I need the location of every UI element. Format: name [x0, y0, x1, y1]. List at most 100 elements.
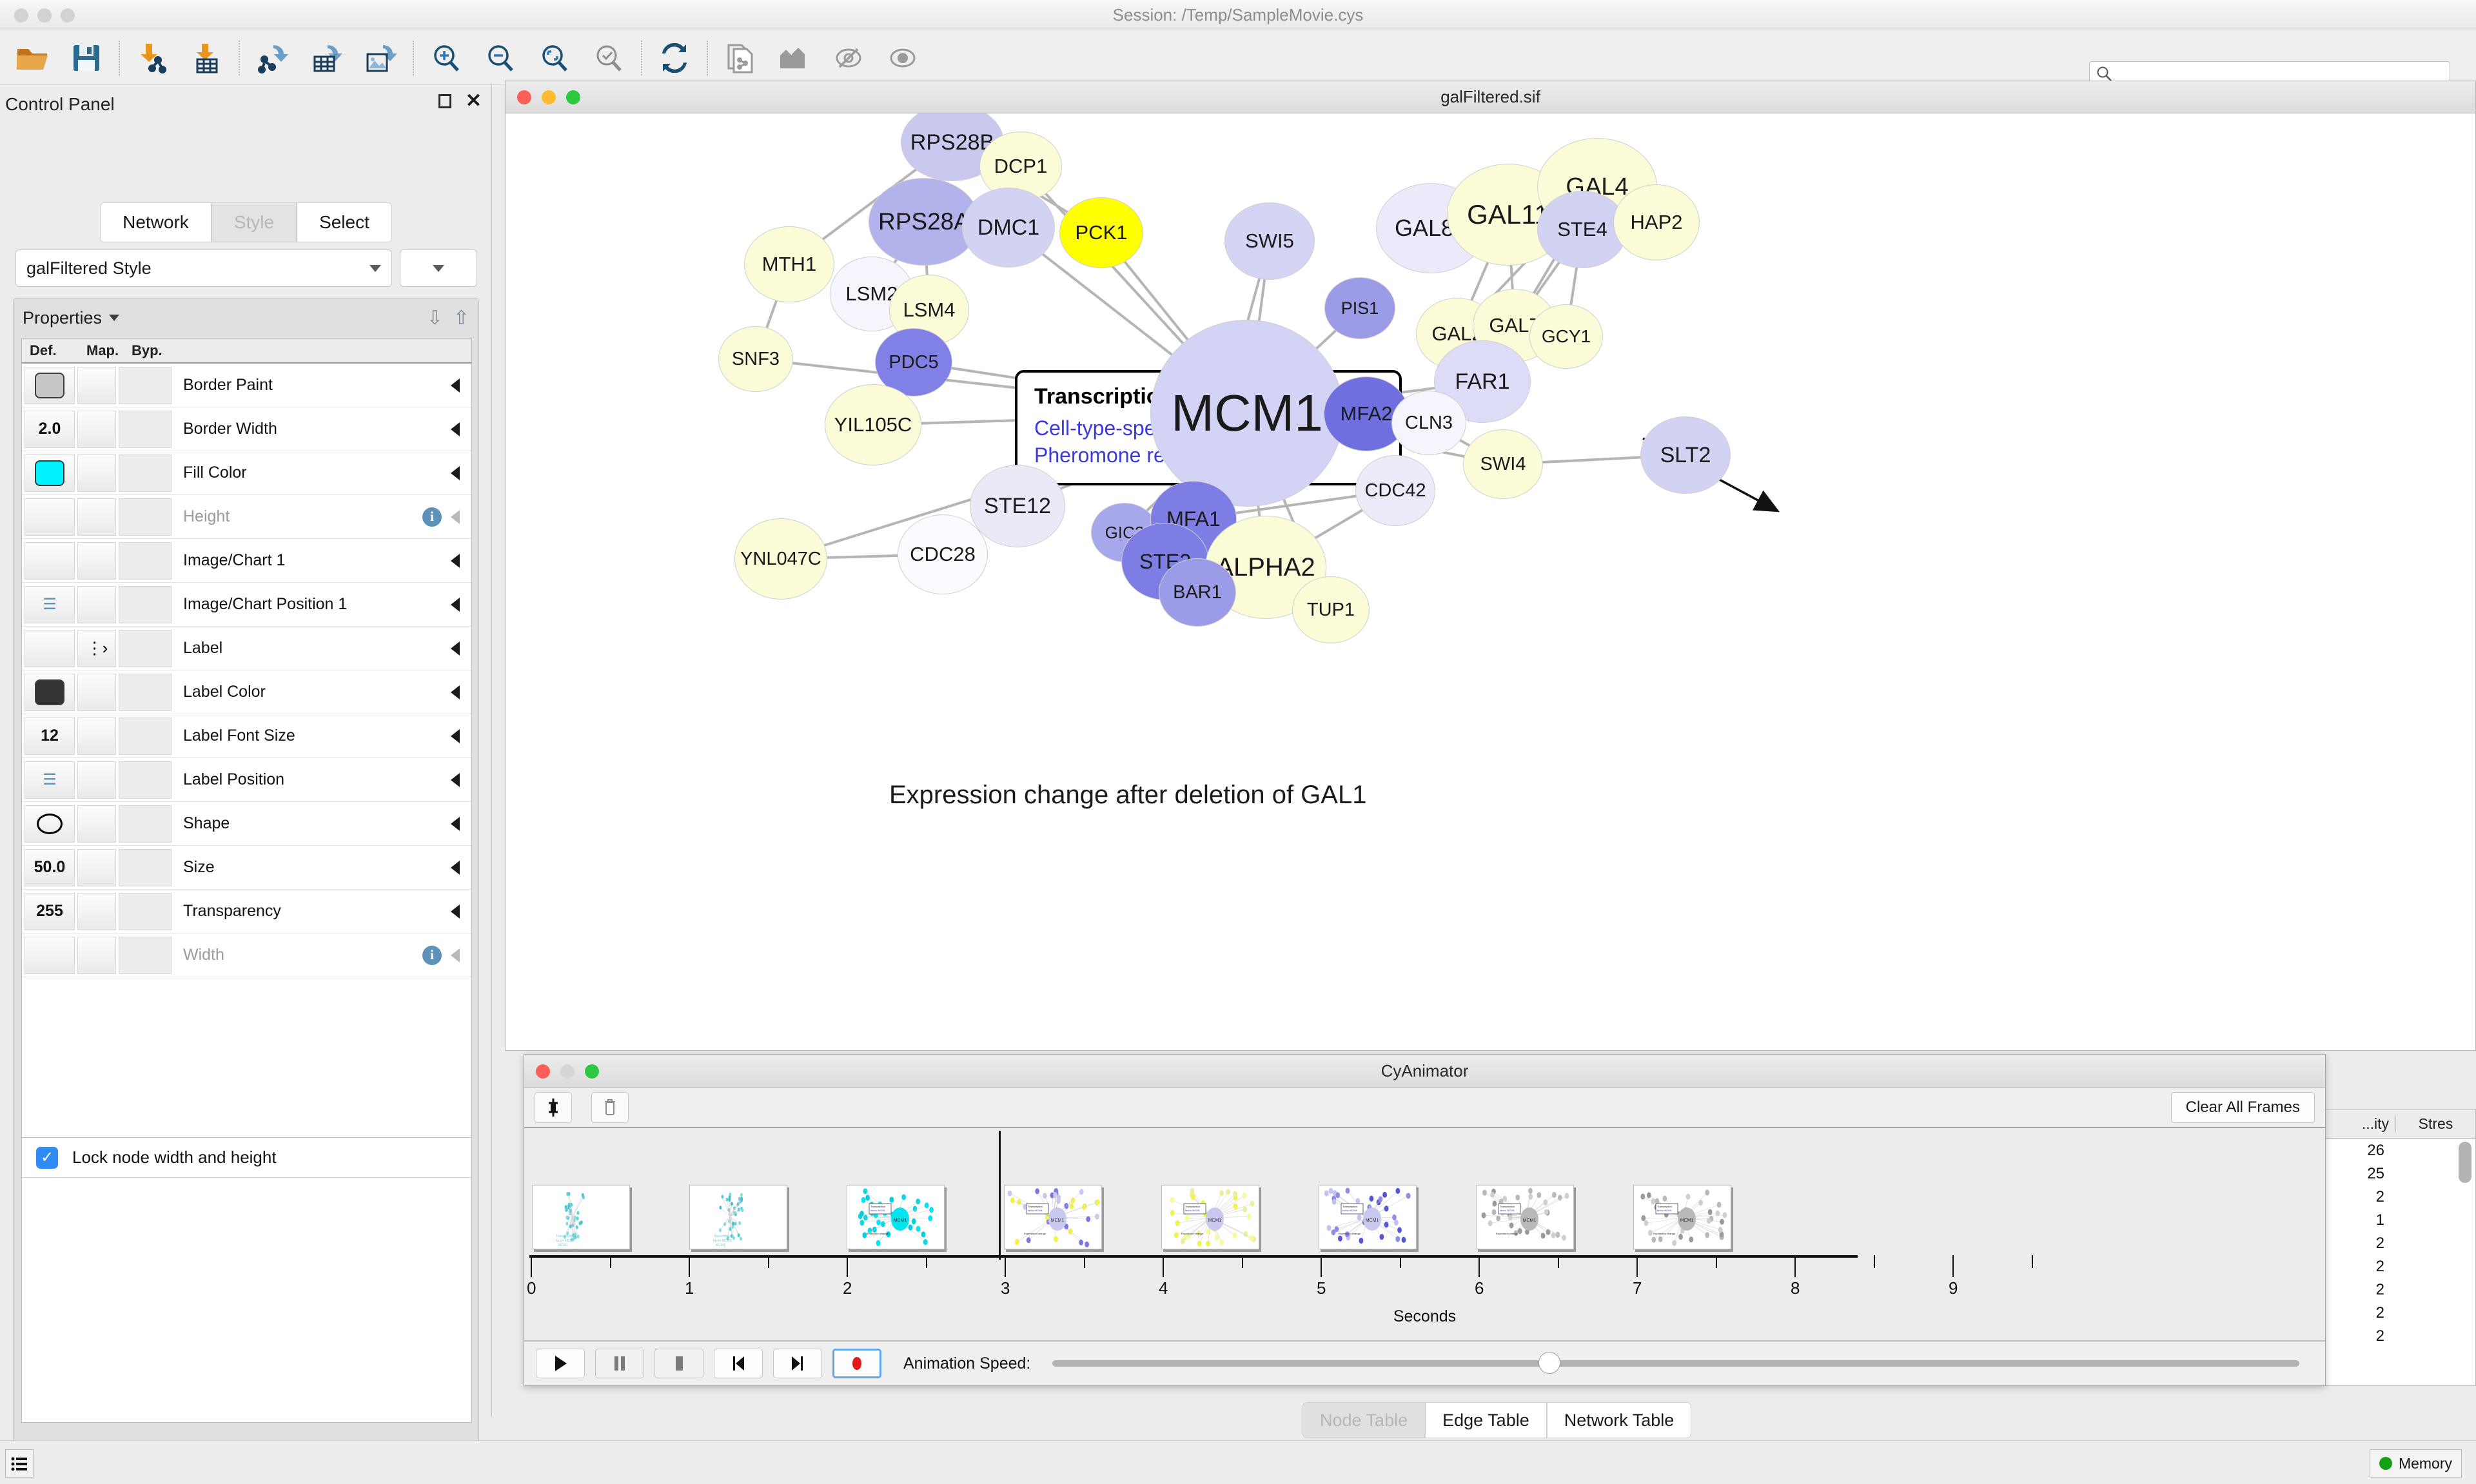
zoom-fit-icon[interactable] [527, 30, 582, 85]
show-all-icon[interactable] [876, 30, 930, 85]
network-node[interactable]: PCK1 [1059, 197, 1143, 268]
property-default-cell[interactable]: 12 [25, 717, 75, 755]
expand-property-arrow[interactable] [451, 465, 460, 480]
property-mapping-cell[interactable] [77, 498, 116, 536]
property-mapping-cell[interactable] [77, 585, 116, 623]
export-image-icon[interactable] [353, 30, 408, 85]
expand-property-arrow[interactable] [451, 948, 460, 962]
tab-select[interactable]: Select [297, 202, 392, 242]
expand-property-arrow[interactable] [451, 553, 460, 568]
tab-node-table[interactable]: Node Table [1302, 1402, 1426, 1438]
network-node[interactable]: DMC1 [962, 188, 1055, 268]
zoom-check-icon[interactable] [582, 30, 636, 85]
window-traffic-lights[interactable] [14, 8, 75, 23]
animation-speed-slider[interactable] [1052, 1352, 2299, 1374]
property-default-cell[interactable] [25, 805, 75, 843]
cyanimator-maximize-button[interactable] [585, 1064, 599, 1079]
property-mapping-cell[interactable] [77, 366, 116, 404]
property-bypass-cell[interactable] [119, 454, 172, 492]
tab-network[interactable]: Network [100, 202, 211, 242]
expand-property-arrow[interactable] [451, 904, 460, 919]
zoom-out-icon[interactable] [473, 30, 527, 85]
network-node[interactable]: SWI5 [1224, 202, 1315, 280]
property-bypass-cell[interactable] [119, 892, 172, 930]
timeline-frame[interactable]: Transcription factor MCM1 MCM1 [532, 1185, 630, 1249]
table-row[interactable]: 2 [2325, 1255, 2475, 1278]
expand-property-arrow[interactable] [451, 378, 460, 393]
table-row[interactable]: 2 [2325, 1302, 2475, 1325]
expand-property-arrow[interactable] [451, 509, 460, 524]
property-default-cell[interactable]: 2.0 [25, 410, 75, 448]
expand-all-icon[interactable]: ⇩ [426, 307, 443, 329]
property-default-cell[interactable]: ☰ [25, 585, 75, 623]
new-network-icon[interactable] [713, 30, 767, 85]
expand-property-arrow[interactable] [451, 685, 460, 699]
property-bypass-cell[interactable] [119, 936, 172, 974]
node-table-peek[interactable]: ...ity Stres 26 25 2 1 2 2 2 2 2 [2324, 1109, 2476, 1386]
play-button[interactable] [536, 1349, 585, 1378]
style-select[interactable]: galFiltered Style [15, 249, 392, 287]
property-row[interactable]: 2.0 Border Width [22, 407, 471, 451]
import-table-icon[interactable] [179, 30, 233, 85]
network-node[interactable]: PIS1 [1324, 277, 1395, 339]
collapse-all-icon[interactable]: ⇧ [453, 307, 469, 329]
property-mapping-cell[interactable] [77, 410, 116, 448]
network-canvas[interactable]: RPS28B DCP1 RPS28A DMC1 PCK1 SWI5 GAL80 GAL11 GA… [506, 113, 2475, 1050]
property-default-cell[interactable] [25, 454, 75, 492]
table-row[interactable]: 2 [2325, 1232, 2475, 1255]
property-row[interactable]: Fill Color [22, 451, 471, 495]
table-row[interactable]: 2 [2325, 1325, 2475, 1348]
property-default-cell[interactable] [25, 629, 75, 667]
save-icon[interactable] [59, 30, 113, 85]
property-row[interactable]: Width i [22, 933, 471, 977]
close-icon[interactable]: ✕ [465, 90, 482, 112]
property-row[interactable]: ☰ Label Position [22, 758, 471, 802]
property-mapping-cell[interactable] [77, 936, 116, 974]
hide-unselected-icon[interactable] [821, 30, 876, 85]
netview-close-button[interactable] [517, 90, 531, 104]
table-scrollbar[interactable] [2459, 1142, 2471, 1354]
network-node[interactable]: SNF3 [718, 326, 793, 392]
add-frame-button[interactable] [535, 1092, 572, 1123]
property-row[interactable]: Height i [22, 495, 471, 539]
color-swatch[interactable] [35, 372, 64, 398]
property-bypass-cell[interactable] [119, 761, 172, 799]
property-default-cell[interactable]: ☰ [25, 761, 75, 799]
property-bypass-cell[interactable] [119, 629, 172, 667]
table-row[interactable]: 25 [2325, 1162, 2475, 1186]
property-row[interactable]: 50.0 Size [22, 846, 471, 890]
property-mapping-cell[interactable] [77, 717, 116, 755]
timeline-frame[interactable]: Transcription factor MCM1 MCM1 [689, 1185, 787, 1249]
timeline-frame[interactable]: MCM1 Transcription factor MCM1 Expression c… [1004, 1185, 1102, 1249]
property-row[interactable]: 12 Label Font Size [22, 714, 471, 758]
table-row[interactable]: 26 [2325, 1139, 2475, 1162]
property-bypass-cell[interactable] [119, 410, 172, 448]
open-folder-icon[interactable] [5, 30, 59, 85]
color-swatch[interactable] [35, 460, 64, 486]
info-icon[interactable]: i [422, 945, 442, 965]
lock-node-size-checkbox[interactable]: ✓ [36, 1146, 58, 1169]
chevron-down-icon[interactable] [109, 315, 120, 321]
network-node[interactable]: TUP1 [1292, 576, 1370, 643]
property-bypass-cell[interactable] [119, 673, 172, 711]
zoom-in-icon[interactable] [419, 30, 473, 85]
property-bypass-cell[interactable] [119, 805, 172, 843]
record-button[interactable] [832, 1349, 881, 1378]
network-node[interactable]: STE12 [970, 465, 1065, 547]
timeline-frame[interactable]: MCM1 Transcription factor MCM1 Expression c… [1161, 1185, 1259, 1249]
property-mapping-cell[interactable] [77, 848, 116, 886]
property-mapping-cell[interactable] [77, 454, 116, 492]
network-node[interactable]: MTH1 [744, 226, 834, 302]
property-bypass-cell[interactable] [119, 585, 172, 623]
property-mapping-cell[interactable] [77, 892, 116, 930]
expand-property-arrow[interactable] [451, 641, 460, 656]
clear-all-frames-button[interactable]: Clear All Frames [2170, 1092, 2315, 1123]
window-minimize-button[interactable] [37, 8, 52, 23]
network-node[interactable]: SWI4 [1463, 429, 1543, 499]
export-table-icon[interactable] [299, 30, 353, 85]
expand-property-arrow[interactable] [451, 422, 460, 436]
tab-style[interactable]: Style [211, 202, 297, 242]
tab-edge-table[interactable]: Edge Table [1425, 1402, 1547, 1438]
cyanimator-timeline[interactable]: Transcription factor MCM1 MCM1 Transcriptio… [524, 1128, 2325, 1325]
window-maximize-button[interactable] [61, 8, 75, 23]
